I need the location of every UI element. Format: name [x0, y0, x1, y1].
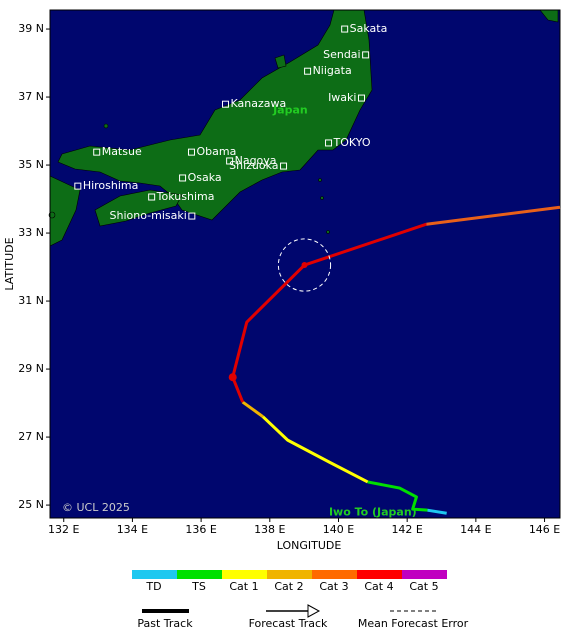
- city-label: Kanazawa: [230, 97, 286, 110]
- position-dot: [228, 373, 237, 382]
- city-marker: [179, 174, 187, 182]
- track-segment: [231, 222, 427, 403]
- x-axis-label: LONGITUDE: [277, 539, 342, 552]
- city-marker: [188, 212, 196, 220]
- legend-label: Cat 5: [409, 580, 438, 593]
- forecast-error-circle: [277, 238, 332, 292]
- y-tick-label: 35 N: [18, 158, 44, 171]
- x-tick-label: 138 E: [254, 523, 285, 536]
- x-tick-label: 132 E: [48, 523, 79, 536]
- forecast-arrow: [307, 604, 321, 618]
- track-segment: [241, 400, 264, 418]
- city-label: Tokushima: [156, 190, 215, 203]
- legend-label: Cat 4: [364, 580, 393, 593]
- legend-label: Cat 2: [274, 580, 303, 593]
- city-marker: [74, 182, 82, 190]
- city-label: Shizuoka: [229, 159, 278, 172]
- legend-swatch: [132, 570, 177, 579]
- city-marker: [226, 157, 234, 165]
- legend-label: TD: [145, 580, 161, 593]
- y-tick-label: 37 N: [18, 90, 44, 103]
- legend-label: Cat 3: [319, 580, 348, 593]
- x-tick-label: 140 E: [323, 523, 354, 536]
- plot-frame: [49, 9, 561, 519]
- city-marker: [341, 25, 349, 33]
- city-marker: [148, 193, 156, 201]
- city-label: Matsue: [102, 145, 142, 158]
- city-marker: [304, 67, 312, 75]
- land: [48, 9, 559, 247]
- city-marker: [93, 148, 101, 156]
- x-tick-label: 142 E: [391, 523, 422, 536]
- city-label: Sendai: [323, 48, 361, 61]
- x-tick-label: 146 E: [529, 523, 560, 536]
- city-label: Nagoya: [235, 154, 277, 167]
- track-legend-label: Mean Forecast Error: [358, 617, 469, 630]
- credit: © UCL 2025: [62, 501, 130, 514]
- track-segment: [426, 205, 561, 226]
- y-tick-label: 27 N: [18, 430, 44, 443]
- city-label: Hiroshima: [83, 179, 139, 192]
- city-marker: [325, 139, 333, 147]
- city-marker: [187, 148, 195, 156]
- city-label: Obama: [196, 145, 236, 158]
- city-label: Shiono-misaki: [110, 209, 187, 222]
- track-segment: [367, 480, 428, 512]
- x-tick-label: 144 E: [460, 523, 491, 536]
- city-marker: [357, 94, 365, 102]
- y-tick-label: 33 N: [18, 226, 44, 239]
- legend-swatch: [312, 570, 357, 579]
- track-segment: [427, 508, 447, 515]
- legend-swatch: [267, 570, 312, 579]
- legend-swatch: [222, 570, 267, 579]
- city-marker: [280, 162, 288, 170]
- y-tick-label: 39 N: [18, 22, 44, 35]
- track-legend-label: Forecast Track: [249, 617, 328, 630]
- legend-swatch: [402, 570, 447, 579]
- city-label: Niigata: [313, 64, 352, 77]
- legend-label: TS: [191, 580, 206, 593]
- track-segment: [261, 415, 369, 484]
- track-legend-label: Past Track: [137, 617, 193, 630]
- city-label: Iwaki: [328, 91, 356, 104]
- region-label: Iwo To (Japan): [329, 506, 417, 519]
- position-dot: [301, 262, 308, 269]
- y-tick-label: 25 N: [18, 498, 44, 511]
- city-label: TOKYO: [333, 136, 371, 149]
- legend-label: Cat 1: [229, 580, 258, 593]
- y-axis-label: LATITUDE: [3, 237, 16, 290]
- city-marker: [362, 51, 370, 59]
- x-tick-label: 134 E: [117, 523, 148, 536]
- legend-swatch: [177, 570, 222, 579]
- y-tick-label: 29 N: [18, 362, 44, 375]
- x-tick-label: 136 E: [185, 523, 216, 536]
- city-label: Sakata: [350, 22, 388, 35]
- city-marker: [221, 100, 229, 108]
- region-label: Japan: [272, 104, 308, 117]
- city-label: Osaka: [188, 171, 222, 184]
- y-tick-label: 31 N: [18, 294, 44, 307]
- legend-swatch: [357, 570, 402, 579]
